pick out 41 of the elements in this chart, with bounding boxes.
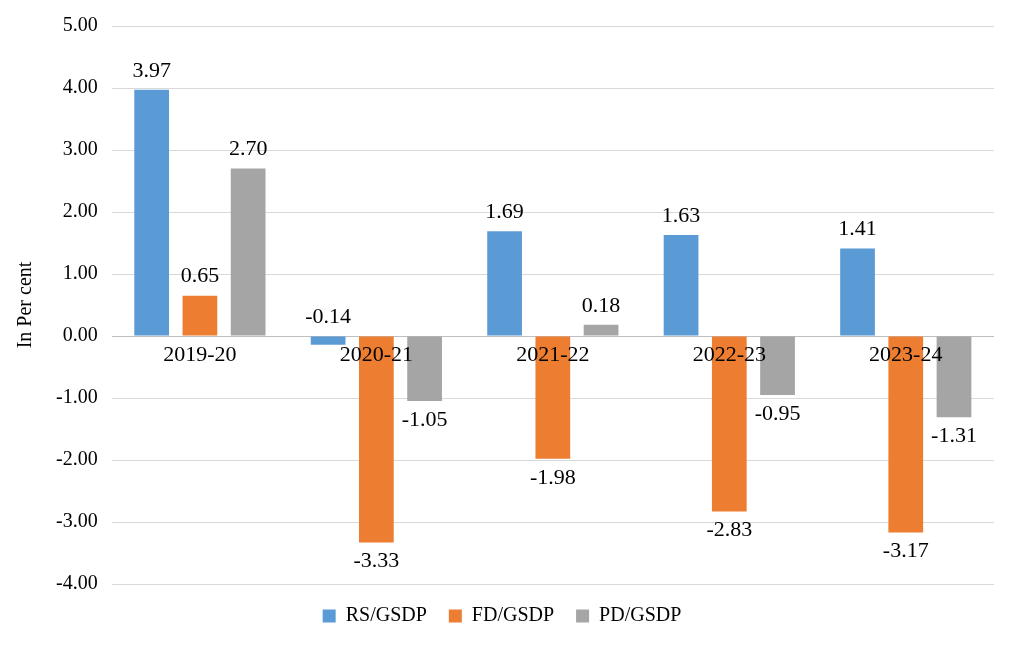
y-tick-label: 4.00 bbox=[62, 75, 98, 98]
y-tick-label: -1.00 bbox=[55, 385, 98, 408]
legend-label: RS/GSDP bbox=[345, 603, 427, 626]
bar bbox=[487, 231, 522, 336]
data-label: -0.95 bbox=[754, 399, 801, 425]
bar bbox=[663, 234, 699, 336]
x-tick-label: 2020-21 bbox=[339, 340, 414, 366]
bar bbox=[583, 324, 619, 336]
data-label: -1.98 bbox=[529, 463, 576, 489]
x-tick-label: 2019-20 bbox=[163, 340, 237, 366]
bar bbox=[134, 89, 170, 336]
data-label: -1.05 bbox=[401, 405, 448, 431]
y-tick-label: -2.00 bbox=[55, 447, 98, 470]
y-tick-label: -3.00 bbox=[55, 509, 98, 532]
data-label: 1.69 bbox=[485, 198, 524, 223]
data-label: 1.41 bbox=[838, 215, 877, 241]
data-label: -1.31 bbox=[931, 422, 977, 447]
data-label: -2.83 bbox=[706, 516, 753, 542]
bar bbox=[182, 295, 218, 336]
y-tick-label: 2.00 bbox=[62, 199, 98, 222]
data-label: 3.97 bbox=[132, 56, 171, 82]
bar bbox=[840, 248, 875, 336]
data-label: -0.14 bbox=[305, 302, 352, 328]
data-label: -3.33 bbox=[353, 547, 400, 573]
data-label: 0.65 bbox=[180, 262, 220, 288]
bar bbox=[310, 336, 346, 345]
data-label: -3.17 bbox=[882, 537, 929, 563]
x-tick-label: 2023-24 bbox=[869, 340, 943, 366]
data-label: 2.70 bbox=[228, 135, 268, 161]
y-tick-label: 1.00 bbox=[62, 261, 98, 284]
y-axis-title: In Per cent bbox=[13, 261, 36, 349]
y-tick-label: -4.00 bbox=[55, 571, 98, 594]
legend-label: PD/GSDP bbox=[599, 603, 682, 626]
bar bbox=[230, 168, 266, 336]
data-label: 0.18 bbox=[581, 291, 621, 317]
legend-label: FD/GSDP bbox=[471, 603, 555, 626]
data-label: 1.63 bbox=[661, 201, 701, 227]
x-tick-label: 2022-23 bbox=[692, 340, 766, 366]
y-tick-label: 0.00 bbox=[62, 323, 98, 346]
y-tick-label: 5.00 bbox=[62, 13, 98, 36]
y-tick-label: 3.00 bbox=[62, 137, 98, 160]
